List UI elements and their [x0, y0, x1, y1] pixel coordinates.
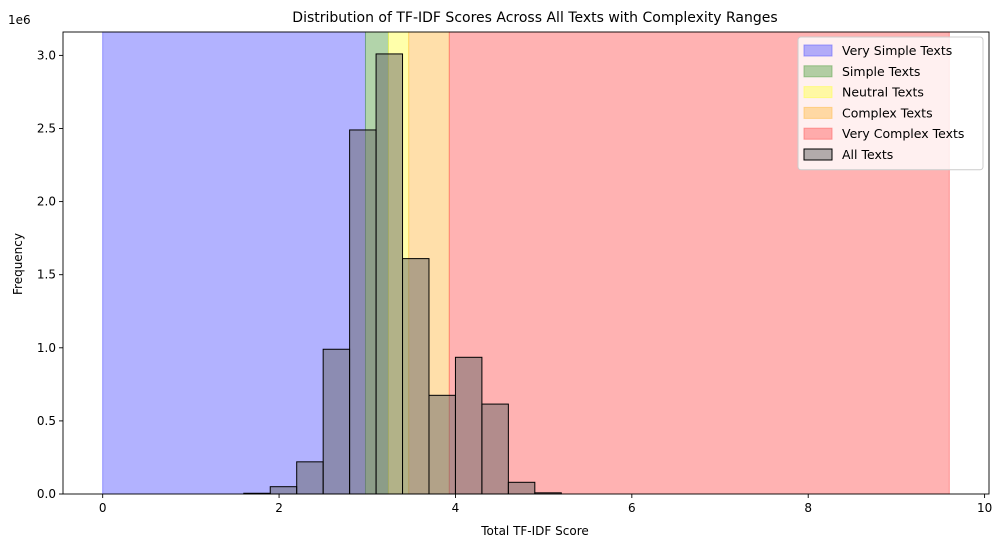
y-axis-ticks: 0.0 0.5 1.0 1.5 2.0 2.5 3.0 [37, 48, 63, 501]
chart-title: Distribution of TF-IDF Scores Across All… [292, 10, 777, 26]
legend-swatch-3 [803, 106, 833, 119]
legend-label-3: Complex Texts [842, 105, 933, 120]
x-tick-label-3: 6 [628, 501, 636, 515]
y-tick-label-4: 2.0 [37, 195, 56, 209]
legend-box [797, 36, 984, 171]
x-tick-label-2: 4 [452, 501, 460, 515]
histogram-bar-2 [296, 461, 324, 495]
histogram-bar-7 [428, 394, 456, 495]
histogram-bar-9 [481, 403, 509, 495]
x-tick-label-5: 10 [977, 501, 992, 515]
legend-label-4: Very Complex Texts [842, 126, 964, 141]
legend-swatch-2 [803, 86, 833, 99]
legend: Very Simple Texts Simple Texts Neutral Tex… [797, 36, 984, 171]
histogram-bars [243, 53, 562, 495]
x-axis-label: Total TF-IDF Score [480, 524, 589, 538]
legend-label-2: Neutral Texts [842, 85, 924, 100]
legend-swatch-0 [803, 44, 833, 57]
y-tick-label-3: 1.5 [37, 268, 56, 282]
legend-label-1: Simple Texts [842, 64, 920, 79]
histogram-bar-3 [322, 348, 351, 495]
histogram-bar-6 [402, 258, 430, 495]
x-tick-label-1: 2 [275, 501, 283, 515]
y-tick-label-5: 2.5 [37, 121, 56, 135]
x-tick-label-0: 0 [99, 501, 107, 515]
legend-label-0: Very Simple Texts [842, 43, 952, 58]
y-tick-label-2: 1.0 [37, 341, 56, 355]
histogram-bar-1 [269, 486, 298, 495]
histogram-bar-10 [507, 481, 536, 495]
range-span-0 [102, 31, 366, 495]
x-axis-ticks: 0 2 4 6 8 10 [99, 494, 992, 515]
histogram-bar-5 [375, 53, 404, 495]
histogram-bar-4 [349, 129, 377, 495]
y-tick-label-1: 0.5 [37, 414, 56, 428]
legend-swatch-4 [803, 127, 833, 140]
legend-label-5: All Texts [842, 147, 893, 162]
y-tick-label-0: 0.0 [37, 487, 56, 501]
legend-swatch-1 [803, 65, 833, 78]
y-tick-label-6: 3.0 [37, 48, 56, 62]
y-axis-label: Frequency [11, 233, 25, 295]
x-tick-label-4: 8 [804, 501, 812, 515]
y-axis-offset-label: 1e6 [8, 13, 31, 27]
plot-frame [62, 31, 990, 495]
legend-swatch-5 [803, 148, 833, 161]
histogram-bar-8 [454, 356, 483, 495]
